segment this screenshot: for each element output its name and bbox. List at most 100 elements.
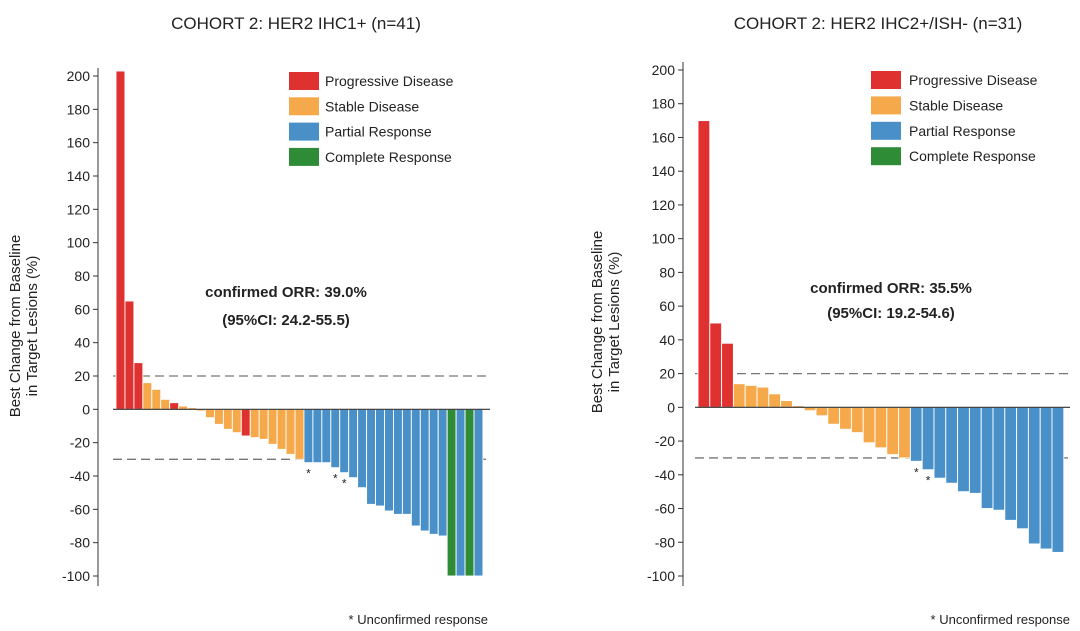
bar-pr	[375, 408, 385, 507]
legend-label-pd: Progressive Disease	[325, 73, 454, 89]
bar-sd	[160, 398, 171, 410]
unconfirmed-marker: *	[333, 472, 338, 486]
y-tick-label: 0	[667, 399, 675, 415]
y-tick-label: -60	[70, 501, 90, 517]
bar-pr	[401, 408, 412, 515]
bar-sd	[276, 408, 287, 450]
y-tick-label: 120	[652, 197, 676, 213]
legend-swatch-pr	[871, 121, 901, 140]
bar-pr	[339, 408, 350, 474]
y-tick-label: 40	[74, 335, 90, 351]
bar-sd	[862, 406, 876, 444]
y-tick-label: 60	[659, 298, 675, 314]
y-tick-label: 60	[74, 301, 90, 317]
bar-pd	[697, 120, 711, 408]
bar-sd	[780, 400, 793, 408]
unconfirmed-marker: *	[926, 474, 931, 488]
y-tick-label: 120	[67, 201, 91, 217]
legend-label-pd: Progressive Disease	[909, 72, 1038, 88]
orr-ci: (95%CI: 19.2-54.6)	[827, 305, 955, 322]
orr-annotation: confirmed ORR: 35.5%	[810, 280, 972, 297]
legend-swatch-cr	[289, 147, 319, 166]
y-axis-label-line1: Best Change from Baseline	[589, 231, 606, 414]
bar-pd	[169, 402, 180, 410]
y-tick-label: 180	[652, 96, 676, 112]
bar-pr	[321, 408, 332, 464]
bar-sd	[231, 408, 242, 434]
chart-title: COHORT 2: HER2 IHC1+ (n=41)	[171, 14, 421, 33]
bar-pr	[428, 408, 439, 535]
legend-label-pr: Partial Response	[909, 123, 1016, 139]
bar-pd	[721, 342, 734, 408]
y-axis-label: Best Change from Baseline in Target Lesio…	[7, 235, 41, 418]
legend-label-cr: Complete Response	[325, 149, 452, 165]
legend-swatch-pr	[289, 122, 319, 141]
y-tick-label: 180	[67, 101, 91, 117]
orr-annotation: confirmed ORR: 39.0%	[205, 284, 367, 301]
bar-pr	[909, 406, 923, 462]
bar-pr	[312, 408, 323, 464]
y-tick-label: -40	[655, 467, 675, 483]
y-tick-label: 160	[652, 129, 676, 145]
orr-ci: (95%CI: 24.2-55.5)	[222, 312, 350, 329]
y-axis-label-line1: Best Change from Baseline	[7, 235, 24, 418]
bar-pr	[455, 408, 466, 577]
y-tick-label: 80	[659, 264, 675, 280]
bar-pr	[366, 408, 377, 505]
legend-label-pr: Partial Response	[325, 124, 432, 140]
y-tick-label: 160	[67, 135, 91, 151]
bar-pd	[709, 322, 723, 408]
bar-sd	[756, 386, 770, 408]
legend-swatch-sd	[871, 96, 901, 115]
bar-sd	[815, 406, 829, 417]
bar-pr	[957, 406, 970, 493]
y-tick-label: 200	[67, 68, 91, 84]
bar-pr	[945, 406, 959, 484]
y-axis-label: Best Change from Baseline in Target Lesio…	[589, 231, 623, 414]
legend-label-cr: Complete Response	[909, 148, 1036, 164]
y-tick-label: -60	[655, 501, 675, 517]
y-tick-label: -20	[70, 435, 90, 451]
bar-sd	[142, 382, 153, 410]
bar-sd	[874, 406, 888, 449]
footnote: * Unconfirmed response	[349, 612, 488, 627]
y-tick-label: -20	[655, 433, 675, 449]
bar-sd	[294, 408, 305, 460]
bar-sd	[205, 408, 215, 419]
orr-label: confirmed ORR:	[205, 284, 320, 301]
y-axis-label-line2: in Target Lesions (%)	[606, 252, 623, 393]
y-tick-label: 40	[659, 332, 675, 348]
bar-sd	[222, 408, 233, 430]
legend-label-sd: Stable Disease	[325, 98, 419, 114]
y-tick-label: 100	[652, 231, 676, 247]
bar-pr	[410, 408, 421, 527]
bar-sd	[285, 408, 296, 455]
unconfirmed-marker: *	[342, 477, 347, 491]
bar-pr	[980, 406, 994, 509]
bar-sd	[886, 406, 900, 456]
y-tick-label: 20	[659, 366, 675, 382]
chart-panel-1: COHORT 2: HER2 IHC1+ (n=41) Best Change f…	[7, 14, 490, 627]
bar-sd	[151, 388, 162, 410]
legend-swatch-cr	[871, 147, 901, 166]
bar-sd	[839, 406, 852, 430]
y-tick-label: -80	[655, 534, 675, 550]
bar-sd	[258, 408, 269, 440]
bar-pr	[330, 408, 341, 469]
bar-pr	[393, 408, 403, 515]
bar-pr	[921, 406, 935, 471]
orr-label: confirmed ORR:	[810, 280, 925, 297]
bar-pr	[933, 406, 947, 479]
bar-pd	[240, 408, 251, 437]
legend-label-sd: Stable Disease	[909, 97, 1003, 113]
y-tick-label: 80	[74, 268, 90, 284]
y-axis-label-line2: in Target Lesions (%)	[24, 256, 41, 397]
bar-pr	[1039, 406, 1053, 550]
bar-pr	[384, 408, 394, 512]
y-tick-label: 140	[67, 168, 91, 184]
unconfirmed-marker: *	[306, 467, 311, 481]
y-tick-label: 140	[652, 163, 676, 179]
bar-pr	[357, 408, 368, 489]
bar-sd	[267, 408, 278, 445]
